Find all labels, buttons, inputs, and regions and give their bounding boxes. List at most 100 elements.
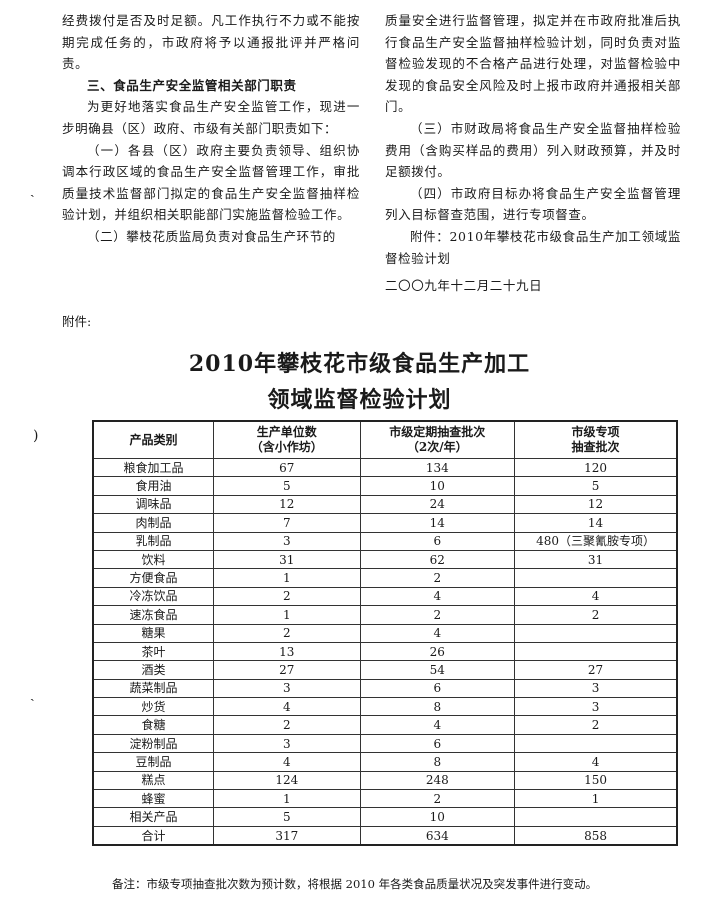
table-cell: 27 (213, 660, 361, 680)
attachment-label: 附件: (62, 314, 92, 329)
table-cell: 糕点 (92, 770, 215, 791)
table-cell: 2 (359, 568, 516, 588)
document-date: 二〇〇九年十二月二十九日 (385, 278, 543, 294)
table-cell: 5 (514, 476, 678, 496)
table-title-line2: 领域监督检验计划 (267, 387, 452, 413)
table-cell: 14 (514, 513, 678, 533)
table-cell: 豆制品 (92, 752, 215, 772)
table-row: 蔬菜制品 3 6 3 (92, 678, 678, 699)
table-cell: 酒类 (92, 660, 215, 680)
table-cell: 4 (359, 623, 516, 643)
table-cell: 2 (359, 789, 516, 809)
table-cell: 1 (213, 568, 361, 588)
paragraph: （一）各县（区）政府主要负责领导、组织协调本行政区域的食品生产安全监督管理工作，… (62, 142, 360, 223)
table-cell: 134 (359, 457, 516, 478)
table-row: 调味品 12 24 12 (92, 494, 678, 515)
table-cell: 120 (514, 457, 678, 478)
table-cell: 12 (213, 494, 361, 515)
table-cell: 62 (359, 549, 516, 570)
table-cell: 858 (514, 825, 678, 846)
table-cell: 634 (359, 825, 516, 846)
table-cell: 14 (359, 513, 516, 533)
table-cell: 4 (213, 697, 361, 717)
table-cell: 食用油 (92, 476, 215, 496)
table-cell: 4 (213, 752, 361, 772)
table-cell: 7 (213, 513, 361, 533)
table-cell: 150 (514, 770, 678, 791)
scan-mark: ˎ (30, 182, 35, 198)
attachment-reference: 附件：2010年攀枝花市级食品生产加工领域监督检验计划 (385, 228, 681, 266)
table-cell: 4 (514, 586, 678, 607)
table-cell: 1 (213, 605, 361, 625)
table-cell: 13 (213, 641, 361, 662)
table-cell: 31 (213, 549, 361, 570)
table-cell: 54 (359, 660, 516, 680)
table-row: 豆制品 4 8 4 (92, 752, 678, 772)
table-row: 淀粉制品 3 6 (92, 733, 678, 754)
table-row: 茶叶 13 26 (92, 641, 678, 662)
table-cell: 5 (213, 476, 361, 496)
column-header: 产品类别 (92, 420, 215, 459)
table-row: 方便食品 1 2 (92, 568, 678, 588)
table-cell: 10 (359, 476, 516, 496)
table-row: 酒类 27 54 27 (92, 660, 678, 680)
table-cell: 26 (359, 641, 516, 662)
paragraph: （二）攀枝花质监局负责对食品生产环节的 (87, 228, 336, 244)
table-cell: 3 (213, 531, 361, 551)
table-cell: 蜂蜜 (92, 789, 215, 809)
table-cell: 速冻食品 (92, 605, 215, 625)
paragraph: （四）市政府目标办将食品生产安全监督管理列入目标督查范围，进行专项督查。 (385, 185, 681, 223)
table-cell: 6 (359, 733, 516, 754)
table-cell: 248 (359, 770, 516, 791)
table-cell: 480（三聚氰胺专项） (514, 531, 678, 551)
table-cell: 糖果 (92, 623, 215, 643)
table-cell: 10 (359, 807, 516, 827)
table-cell: 6 (359, 678, 516, 699)
table-cell: 调味品 (92, 494, 215, 515)
column-header: 生产单位数 （含小作坊） (213, 420, 361, 459)
paragraph: 质量安全进行监督管理，拟定并在市政府批准后执行食品生产安全监督抽样检验计划，同时… (385, 13, 681, 115)
table-cell: 4 (359, 586, 516, 607)
left-text-column: 经费拨付是否及时足额。凡工作执行不力或不能按期完成任务的，市政府将予以通报批评并… (62, 10, 360, 248)
table-row: 乳制品 3 6 480（三聚氰胺专项） (92, 531, 678, 551)
table-cell: 8 (359, 697, 516, 717)
table-cell: 2 (213, 623, 361, 643)
column-header: 市级专项 抽查批次 (514, 420, 678, 459)
table-cell: 食糖 (92, 715, 215, 735)
table-cell: 4 (359, 715, 516, 735)
table-cell: 茶叶 (92, 641, 215, 662)
table-row: 食用油 5 10 5 (92, 476, 678, 496)
table-cell (514, 623, 678, 643)
table-cell: 冷冻饮品 (92, 586, 215, 607)
table-row: 炒货 4 8 3 (92, 697, 678, 717)
table-cell: 124 (213, 770, 361, 791)
table-cell: 饮料 (92, 549, 215, 570)
table-cell (514, 733, 678, 754)
table-cell: 24 (359, 494, 516, 515)
table-cell: 8 (359, 752, 516, 772)
table-cell (514, 807, 678, 827)
table-cell: 5 (213, 807, 361, 827)
table-row: 食糖 2 4 2 (92, 715, 678, 735)
table-cell: 4 (514, 752, 678, 772)
table-row: 冷冻饮品 2 4 4 (92, 586, 678, 607)
table-row: 糖果 2 4 (92, 623, 678, 643)
table-cell: 1 (213, 789, 361, 809)
table-cell: 2 (213, 586, 361, 607)
paragraph: （三）市财政局将食品生产安全监督抽样检验费用（含购买样品的费用）列入财政预算，并… (385, 120, 681, 180)
total-row: 合计 317 634 858 (92, 825, 678, 846)
scan-mark: ˎ (30, 686, 35, 702)
table-cell: 317 (213, 825, 361, 846)
table-cell: 肉制品 (92, 513, 215, 533)
section-heading: 三、食品生产安全监管相关部门职责 (87, 77, 297, 93)
table-row: 速冻食品 1 2 2 (92, 605, 678, 625)
table-note: 备注：市级专项抽查批次数为预计数，将根据 2010 年各类食品质量状况及突发事件… (112, 877, 598, 891)
table-cell: 2 (359, 605, 516, 625)
table-cell: 炒货 (92, 697, 215, 717)
inspection-plan-table: 产品类别 生产单位数 （含小作坊） 市级定期抽查批次 （2次/年） 市级专项 抽查批次… (92, 420, 678, 847)
table-cell (514, 641, 678, 662)
table-cell: 淀粉制品 (92, 733, 215, 754)
table-cell: 合计 (92, 825, 215, 846)
table-row: 粮食加工品 67 134 120 (92, 457, 678, 478)
table-cell: 乳制品 (92, 531, 215, 551)
